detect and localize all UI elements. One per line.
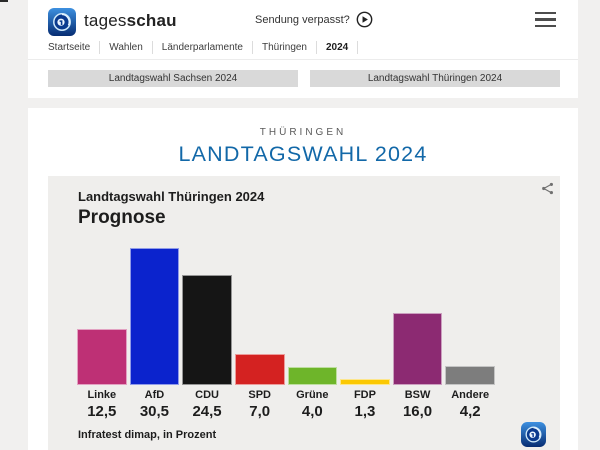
chart-column-spd: SPD 7,0 xyxy=(234,353,285,421)
brand-bold: schau xyxy=(126,11,177,30)
share-icon xyxy=(541,182,553,194)
page-title: LANDTAGSWAHL 2024 xyxy=(178,142,428,166)
breadcrumb-startseite[interactable]: Startseite xyxy=(48,41,101,54)
site-header: tagesschau Sendung verpasst? Startseite … xyxy=(28,0,578,98)
chart-source: Infratest dimap, in Prozent xyxy=(78,429,217,441)
chart-column-fdp: FDP 1,3 xyxy=(340,379,390,420)
breadcrumb-wahlen[interactable]: Wahlen xyxy=(100,41,153,54)
party-label: BSW xyxy=(404,389,431,402)
brand-regular: tages xyxy=(84,11,127,30)
share-button[interactable] xyxy=(538,179,556,197)
party-value: 16,0 xyxy=(402,403,433,421)
chart-column-cdu: CDU 24,5 xyxy=(182,275,232,420)
chart-heading: Prognose xyxy=(78,207,166,228)
tagesschau-logo-icon[interactable] xyxy=(48,8,76,36)
chart-bar-spd xyxy=(234,353,285,386)
chart-column-bsw: BSW 16,0 xyxy=(392,313,443,421)
party-label: Linke xyxy=(87,389,117,402)
party-label: CDU xyxy=(195,389,219,402)
quick-links-row: Landtagswahl Sachsen 2024 Landtagswahl T… xyxy=(48,70,560,87)
party-value: 4,2 xyxy=(459,403,481,421)
party-value: 7,0 xyxy=(249,403,271,421)
main-content: THÜRINGEN LANDTAGSWAHL 2024 Landtagswahl… xyxy=(28,108,578,450)
party-label: Andere xyxy=(451,389,490,402)
chart-bar-cdu xyxy=(182,275,232,386)
election-chart-panel: Landtagswahl Thüringen 2024 Prognose Lin… xyxy=(48,176,560,450)
party-value: 30,5 xyxy=(139,403,170,421)
chart-subtitle: Landtagswahl Thüringen 2024 xyxy=(78,189,265,204)
chart-bar-fdp xyxy=(340,379,390,386)
sendung-verpasst-label: Sendung verpasst? xyxy=(255,13,350,26)
breadcrumb-thueringen[interactable]: Thüringen xyxy=(253,41,317,54)
party-value: 24,5 xyxy=(192,403,222,421)
chart-bars: Linke 12,5 AfD 30,5 CDU 24,5 SPD 7,0 Grüne 4,0 FDP… xyxy=(77,248,495,420)
party-label: FDP xyxy=(353,389,376,402)
chart-column-linke: Linke 12,5 xyxy=(77,329,127,420)
party-label: SPD xyxy=(248,389,271,402)
screen-edge-artifact xyxy=(0,0,8,2)
chart-bar-afd xyxy=(129,248,180,386)
play-icon[interactable] xyxy=(356,11,373,28)
party-value: 1,3 xyxy=(354,403,376,421)
chart-column-afd: AfD 30,5 xyxy=(129,248,180,421)
chart-bar-linke xyxy=(77,329,127,386)
chart-bar-bsw xyxy=(392,313,443,386)
chart-bar-andere xyxy=(445,366,495,386)
chart-bar-grüne xyxy=(287,367,338,386)
tagesschau-watermark-icon xyxy=(521,422,546,447)
party-value: 4,0 xyxy=(301,403,323,421)
header-divider xyxy=(28,59,578,60)
sendung-verpasst-link[interactable]: Sendung verpasst? xyxy=(255,11,373,28)
button-landtagswahl-sachsen[interactable]: Landtagswahl Sachsen 2024 xyxy=(48,70,298,87)
chart-column-grüne: Grüne 4,0 xyxy=(287,367,338,421)
brand-wordmark[interactable]: tagesschau xyxy=(84,11,177,31)
party-label: AfD xyxy=(144,389,165,402)
breadcrumb-laenderparlamente[interactable]: Länderparlamente xyxy=(153,41,253,54)
region-kicker: THÜRINGEN xyxy=(259,127,347,138)
party-label: Grüne xyxy=(296,389,329,402)
menu-hamburger-icon[interactable] xyxy=(535,12,556,27)
breadcrumb-2024[interactable]: 2024 xyxy=(317,41,359,54)
party-value: 12,5 xyxy=(87,403,117,421)
button-landtagswahl-thueringen[interactable]: Landtagswahl Thüringen 2024 xyxy=(310,70,560,87)
chart-column-andere: Andere 4,2 xyxy=(445,366,495,420)
breadcrumb: Startseite Wahlen Länderparlamente Thüri… xyxy=(48,41,359,54)
